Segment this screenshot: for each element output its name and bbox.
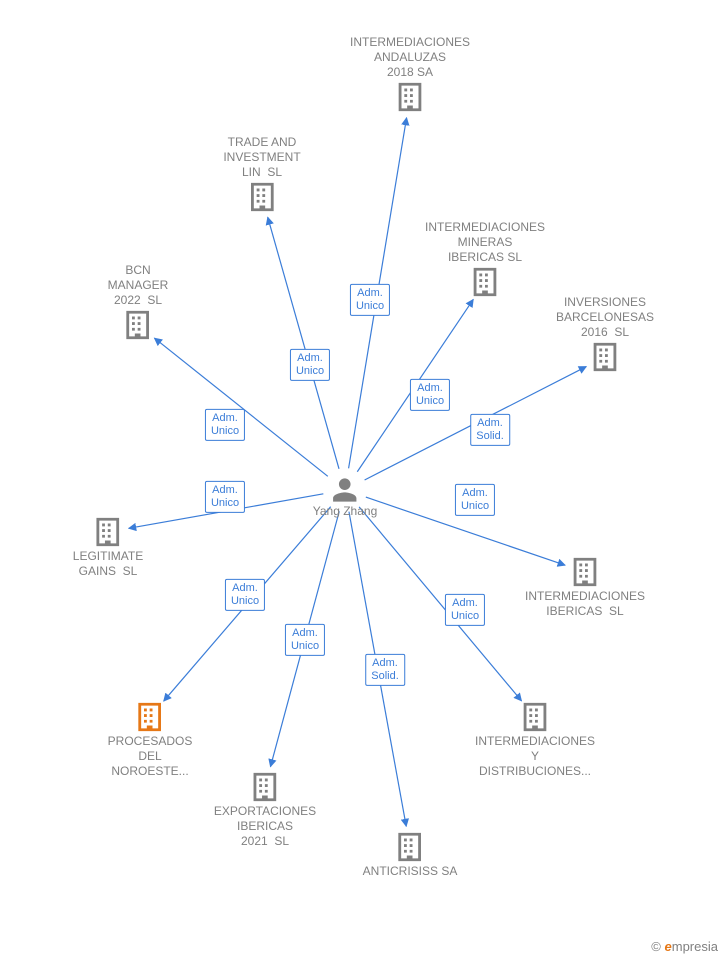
edge-label: Adm. Unico — [350, 284, 390, 316]
company-label: TRADE AND INVESTMENT LIN SL — [223, 135, 300, 180]
company-node-trade_investment_lin[interactable]: TRADE AND INVESTMENT LIN SL — [223, 135, 300, 214]
edge-label: Adm. Unico — [205, 481, 245, 513]
edge-label: Adm. Unico — [290, 349, 330, 381]
footer-credit: © empresia — [651, 939, 718, 954]
edge-line — [349, 118, 407, 469]
edge-label: Adm. Unico — [410, 379, 450, 411]
company-label: INTERMEDIACIONES Y DISTRIBUCIONES... — [475, 734, 595, 779]
company-node-intermediaciones_mineras[interactable]: INTERMEDIACIONES MINERAS IBERICAS SL — [425, 220, 545, 299]
company-node-legitimate_gains[interactable]: LEGITIMATE GAINS SL — [73, 515, 143, 579]
edge-label: Adm. Unico — [445, 594, 485, 626]
building-icon — [363, 830, 458, 864]
edge-label: Adm. Unico — [285, 624, 325, 656]
building-icon — [525, 555, 645, 589]
building-icon — [108, 308, 169, 342]
company-label: INTERMEDIACIONES MINERAS IBERICAS SL — [425, 220, 545, 265]
building-icon — [223, 180, 300, 214]
edge-line — [359, 507, 521, 701]
company-node-bcn_manager[interactable]: BCN MANAGER 2022 SL — [108, 263, 169, 342]
edge-line — [357, 299, 473, 471]
brand-name: empresia — [665, 939, 718, 954]
company-label: INVERSIONES BARCELONESAS 2016 SL — [556, 295, 654, 340]
company-node-procesados_noroeste[interactable]: PROCESADOS DEL NOROESTE... — [108, 700, 193, 779]
company-node-intermediaciones_ibericas[interactable]: INTERMEDIACIONES IBERICAS SL — [525, 555, 645, 619]
copyright-symbol: © — [651, 939, 661, 954]
edge-line — [164, 507, 331, 701]
edge-label: Adm. Unico — [205, 409, 245, 441]
edge-line — [349, 512, 406, 827]
company-node-anticrisiss[interactable]: ANTICRISISS SA — [363, 830, 458, 879]
company-label: PROCESADOS DEL NOROESTE... — [108, 734, 193, 779]
company-label: ANTICRISISS SA — [363, 864, 458, 879]
edge-label: Adm. Unico — [225, 579, 265, 611]
company-label: INTERMEDIACIONES ANDALUZAS 2018 SA — [350, 35, 470, 80]
edge-line — [365, 367, 587, 480]
edge-label: Adm. Unico — [455, 484, 495, 516]
edge-line — [154, 338, 327, 476]
person-label: Yang Zhang — [313, 504, 378, 519]
company-node-exportaciones_ibericas[interactable]: EXPORTACIONES IBERICAS 2021 SL — [214, 770, 316, 849]
building-icon — [475, 700, 595, 734]
person-icon — [313, 476, 378, 504]
company-label: LEGITIMATE GAINS SL — [73, 549, 143, 579]
edge-line — [129, 494, 324, 528]
edge-line — [268, 217, 339, 469]
building-icon — [425, 265, 545, 299]
building-icon — [350, 80, 470, 114]
building-icon — [214, 770, 316, 804]
company-label: BCN MANAGER 2022 SL — [108, 263, 169, 308]
edge-line — [270, 511, 339, 766]
company-node-inversiones_barcelonesas[interactable]: INVERSIONES BARCELONESAS 2016 SL — [556, 295, 654, 374]
company-node-intermediaciones_andaluzas[interactable]: INTERMEDIACIONES ANDALUZAS 2018 SA — [350, 35, 470, 114]
building-icon — [556, 340, 654, 374]
diagram-canvas: INTERMEDIACIONES ANDALUZAS 2018 SA TRADE… — [0, 0, 728, 960]
building-icon — [73, 515, 143, 549]
edge-label: Adm. Solid. — [470, 414, 510, 446]
person-node[interactable]: Yang Zhang — [313, 476, 378, 519]
edge-label: Adm. Solid. — [365, 654, 405, 686]
building-icon — [108, 700, 193, 734]
company-node-intermediaciones_distribuciones[interactable]: INTERMEDIACIONES Y DISTRIBUCIONES... — [475, 700, 595, 779]
company-label: INTERMEDIACIONES IBERICAS SL — [525, 589, 645, 619]
company-label: EXPORTACIONES IBERICAS 2021 SL — [214, 804, 316, 849]
